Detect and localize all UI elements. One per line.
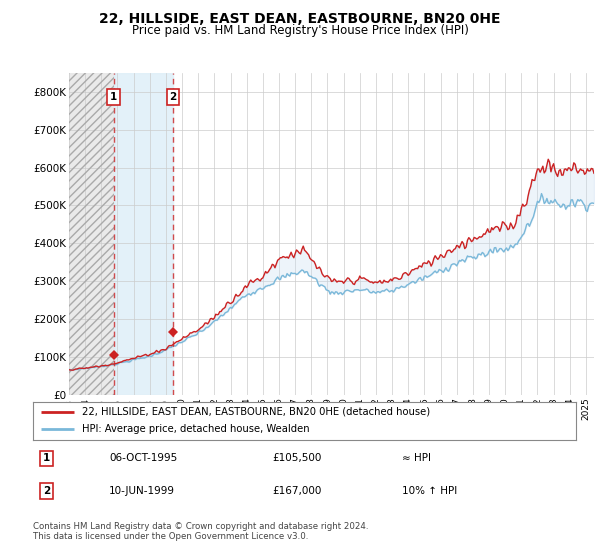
Text: 22, HILLSIDE, EAST DEAN, EASTBOURNE, BN20 0HE (detached house): 22, HILLSIDE, EAST DEAN, EASTBOURNE, BN2… xyxy=(82,407,430,417)
Text: ≈ HPI: ≈ HPI xyxy=(402,453,431,463)
Text: 10-JUN-1999: 10-JUN-1999 xyxy=(109,486,175,496)
Bar xyxy=(113,73,173,395)
Text: 22, HILLSIDE, EAST DEAN, EASTBOURNE, BN20 0HE: 22, HILLSIDE, EAST DEAN, EASTBOURNE, BN2… xyxy=(99,12,501,26)
Text: 2: 2 xyxy=(169,92,176,102)
Bar xyxy=(69,73,113,395)
Text: HPI: Average price, detached house, Wealden: HPI: Average price, detached house, Weal… xyxy=(82,424,310,435)
Text: £105,500: £105,500 xyxy=(272,453,321,463)
Text: Price paid vs. HM Land Registry's House Price Index (HPI): Price paid vs. HM Land Registry's House … xyxy=(131,24,469,36)
Text: 06-OCT-1995: 06-OCT-1995 xyxy=(109,453,177,463)
Text: 1: 1 xyxy=(43,453,50,463)
Text: 10% ↑ HPI: 10% ↑ HPI xyxy=(402,486,457,496)
Text: 1: 1 xyxy=(110,92,117,102)
Text: 2: 2 xyxy=(43,486,50,496)
Text: £167,000: £167,000 xyxy=(272,486,321,496)
Bar xyxy=(69,73,113,395)
Text: Contains HM Land Registry data © Crown copyright and database right 2024.
This d: Contains HM Land Registry data © Crown c… xyxy=(33,522,368,542)
